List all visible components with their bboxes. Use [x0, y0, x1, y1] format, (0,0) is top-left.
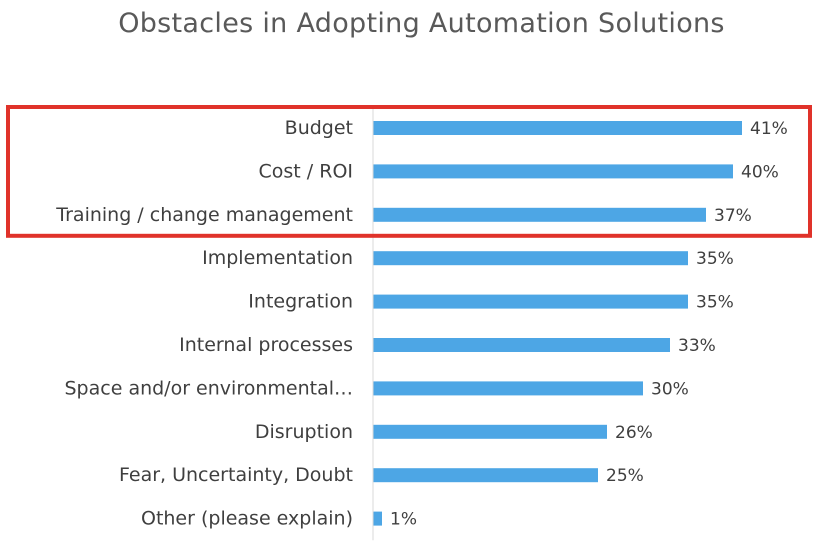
bar [373, 468, 598, 483]
bar [373, 121, 742, 135]
category-label: Budget [285, 117, 353, 139]
data-label: 1% [390, 510, 417, 530]
bar [373, 424, 607, 439]
category-label: Fear, Uncertainty, Doubt [119, 464, 353, 486]
category-label: Implementation [202, 247, 353, 269]
highlight-box [6, 105, 812, 238]
bar [373, 207, 706, 222]
category-label: Internal processes [179, 334, 353, 356]
data-label: 35% [696, 293, 734, 313]
bars-layer: Budget 41% Cost / ROI 40% Training / change … [55, 117, 788, 530]
data-label: 33% [678, 336, 716, 356]
data-label: 35% [696, 249, 734, 269]
data-label: 25% [606, 466, 644, 486]
bar [373, 294, 688, 309]
bar [373, 338, 670, 352]
data-label: 41% [750, 119, 788, 139]
data-label: 26% [615, 423, 653, 443]
chart-title: Obstacles in Adopting Automation Solutio… [118, 8, 725, 39]
category-label: Training / change management [55, 204, 353, 226]
data-label: 37% [714, 206, 752, 226]
bar [373, 511, 382, 526]
bar [373, 164, 733, 179]
bar [373, 381, 643, 396]
category-label: Integration [248, 291, 353, 313]
data-label: 40% [741, 162, 779, 182]
category-label: Other (please explain) [141, 508, 353, 530]
data-label: 30% [651, 379, 689, 399]
bar [373, 251, 688, 266]
category-label: Disruption [255, 421, 353, 443]
category-label: Cost / ROI [259, 160, 353, 182]
category-label: Space and/or environmental… [65, 377, 354, 399]
